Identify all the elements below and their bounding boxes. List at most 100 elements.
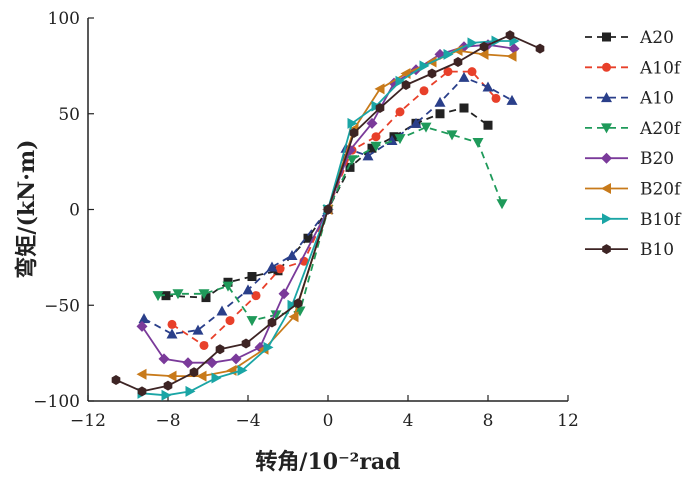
data-point-b20f	[374, 83, 385, 95]
data-point-b20	[508, 43, 520, 55]
data-point-a10	[138, 313, 150, 324]
data-point-b10f	[237, 364, 248, 376]
data-point-b10f	[211, 372, 222, 384]
data-point-a20	[345, 162, 355, 172]
series-line-a20	[165, 107, 489, 299]
y-tick-label: −100	[33, 392, 80, 412]
legend-item-b10: B10	[585, 240, 674, 260]
data-point-b10	[111, 374, 121, 385]
data-point-a10f	[251, 291, 261, 301]
data-point-b10	[241, 338, 251, 349]
data-point-a20f	[152, 291, 164, 302]
legend-label: B10	[640, 240, 674, 260]
data-point-a10	[362, 150, 374, 161]
data-point-a20f	[370, 141, 382, 152]
data-point-b20	[182, 357, 194, 369]
data-point-b10	[323, 204, 333, 215]
data-point-a20f	[420, 122, 432, 133]
data-point-b20f	[196, 370, 207, 382]
data-point-a10f	[275, 264, 285, 274]
data-point-b10f	[347, 117, 358, 129]
legend: A20 A10f A10 A20f B20 B20f B10f B10	[585, 28, 682, 260]
y-axis-ticks: −100 −50 0 50 100	[33, 9, 94, 412]
data-point-a10f	[371, 132, 381, 142]
series-layer	[111, 30, 545, 401]
y-tick-label: −50	[44, 296, 80, 316]
legend-marker	[602, 213, 612, 225]
legend-label: A10	[639, 89, 674, 109]
data-point-a20f	[270, 310, 282, 321]
x-tick-label: 4	[403, 411, 414, 431]
legend-marker	[602, 32, 611, 42]
data-point-b10f	[395, 75, 406, 87]
data-point-a10	[166, 328, 178, 339]
series-line-b20	[141, 43, 515, 364]
legend-label: A10f	[639, 58, 682, 78]
legend-marker	[601, 183, 611, 194]
data-point-b20f	[136, 368, 147, 380]
legend-item-b20f: B20f	[585, 180, 682, 200]
data-point-a20f	[496, 199, 508, 210]
legend-item-a10: A10	[585, 89, 674, 109]
series-a20	[161, 103, 493, 303]
data-point-a10f	[491, 93, 501, 103]
data-point-b10f	[287, 299, 298, 311]
data-point-a10f	[199, 340, 209, 350]
data-point-a10	[458, 71, 470, 82]
data-point-a20	[201, 293, 211, 303]
data-point-a10	[242, 284, 254, 295]
data-point-b10f	[161, 389, 172, 401]
legend-label: B20	[640, 149, 674, 169]
data-point-b10f	[263, 341, 274, 353]
legend-marker	[601, 123, 612, 134]
x-tick-label: 12	[557, 411, 579, 431]
data-point-b20	[366, 117, 378, 129]
data-point-a10	[192, 324, 204, 335]
data-point-b10	[535, 43, 545, 54]
series-b10	[111, 30, 545, 397]
series-line-b10f	[141, 40, 514, 397]
data-point-a20f	[246, 316, 258, 327]
data-point-a20	[367, 143, 377, 153]
y-axis-label: 弯矩/(kN·m)	[14, 139, 40, 278]
data-point-a10f	[419, 86, 429, 96]
data-point-b20	[230, 353, 242, 365]
y-tick-label: 100	[48, 9, 80, 29]
x-tick-label: 8	[483, 411, 494, 431]
data-point-a10	[286, 249, 298, 260]
data-point-b10	[215, 344, 225, 355]
series-a10f	[167, 67, 501, 350]
data-point-b20f	[288, 311, 299, 323]
legend-marker	[601, 152, 612, 164]
series-b10f	[137, 35, 520, 401]
data-point-b10	[293, 298, 303, 309]
legend-label: A20	[639, 28, 674, 48]
data-point-b10f	[185, 385, 196, 397]
data-point-a10f	[395, 107, 405, 117]
data-point-b10	[137, 386, 147, 397]
legend-label: B20f	[640, 180, 682, 200]
data-point-b10	[163, 380, 173, 391]
data-point-b10	[349, 127, 359, 138]
data-point-a10f	[467, 67, 477, 77]
x-tick-label: −12	[70, 411, 106, 431]
data-point-a20f	[346, 155, 358, 166]
data-point-a20	[459, 103, 469, 113]
series-line-a20f	[157, 126, 503, 322]
data-point-a10	[482, 81, 494, 92]
data-point-b20f	[478, 48, 489, 60]
y-tick-label: 0	[69, 201, 80, 221]
data-point-b10f	[443, 48, 454, 60]
data-point-a20	[247, 272, 257, 282]
data-point-b10	[189, 367, 199, 378]
data-point-a20	[435, 109, 445, 119]
x-tick-label: −8	[155, 411, 180, 431]
data-point-a20f	[472, 137, 484, 148]
data-point-a10f	[225, 316, 235, 326]
legend-item-b20: B20	[585, 149, 674, 169]
data-point-b10f	[467, 37, 478, 49]
series-a20f	[152, 122, 508, 327]
data-point-a10	[216, 305, 228, 316]
data-point-b10	[375, 103, 385, 113]
